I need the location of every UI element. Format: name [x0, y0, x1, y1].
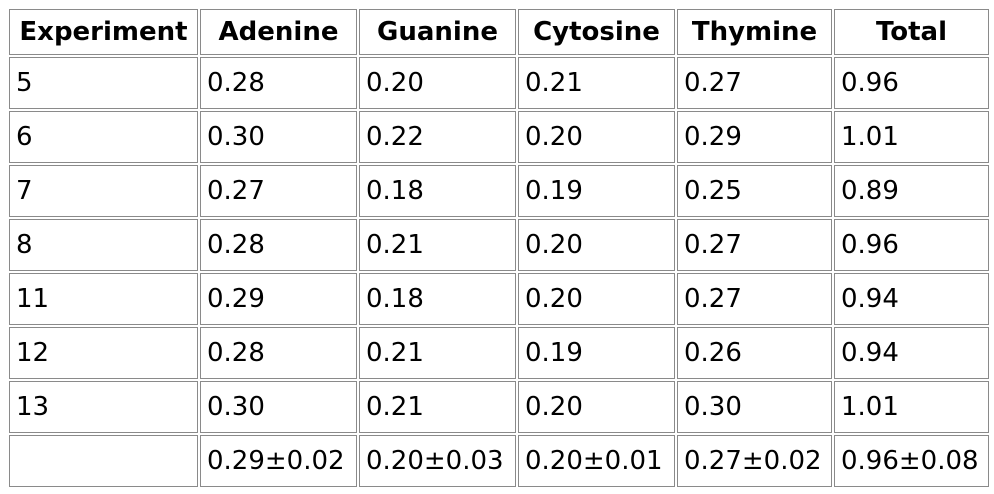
- table-cell: 0.25: [677, 165, 832, 217]
- column-header: Thymine: [677, 9, 832, 55]
- table-cell: 0.19: [518, 327, 675, 379]
- data-table: Experiment Adenine Guanine Cytosine Thymine T…: [7, 7, 991, 489]
- header-row: Experiment Adenine Guanine Cytosine Thymine T…: [9, 9, 989, 55]
- table-cell: 0.18: [359, 273, 516, 325]
- table-row: 5 0.28 0.20 0.21 0.27 0.96: [9, 57, 989, 109]
- summary-cell: 0.29±0.02: [200, 435, 357, 487]
- table-cell: 0.20: [359, 57, 516, 109]
- table-cell: 13: [9, 381, 198, 433]
- table-cell: 0.27: [677, 219, 832, 271]
- column-header: Total: [834, 9, 989, 55]
- table-cell: 0.30: [200, 111, 357, 163]
- table-header: Experiment Adenine Guanine Cytosine Thymine T…: [9, 9, 989, 55]
- summary-cell: 0.20±0.03: [359, 435, 516, 487]
- table-cell: 1.01: [834, 381, 989, 433]
- table-cell: 0.94: [834, 327, 989, 379]
- table-row: 11 0.29 0.18 0.20 0.27 0.94: [9, 273, 989, 325]
- table-cell: 0.94: [834, 273, 989, 325]
- table-row: 8 0.28 0.21 0.20 0.27 0.96: [9, 219, 989, 271]
- table-row: 6 0.30 0.22 0.20 0.29 1.01: [9, 111, 989, 163]
- table-body: 5 0.28 0.20 0.21 0.27 0.96 6 0.30 0.22 0.20 0.29 1.…: [9, 57, 989, 487]
- summary-cell: 0.27±0.02: [677, 435, 832, 487]
- column-header: Adenine: [200, 9, 357, 55]
- table-cell: 0.20: [518, 381, 675, 433]
- table-cell: 0.28: [200, 219, 357, 271]
- table-cell: 8: [9, 219, 198, 271]
- summary-row: 0.29±0.02 0.20±0.03 0.20±0.01 0.27±0.02 0.96…: [9, 435, 989, 487]
- table-cell: 5: [9, 57, 198, 109]
- table-cell: 0.29: [200, 273, 357, 325]
- table-cell: 0.30: [200, 381, 357, 433]
- table-row: 7 0.27 0.18 0.19 0.25 0.89: [9, 165, 989, 217]
- table-cell: 0.96: [834, 219, 989, 271]
- table-cell: 0.27: [677, 57, 832, 109]
- table-cell: 0.28: [200, 57, 357, 109]
- table-cell: 0.20: [518, 219, 675, 271]
- table-cell: 7: [9, 165, 198, 217]
- table-cell: 11: [9, 273, 198, 325]
- table-cell: 0.21: [359, 327, 516, 379]
- table-cell: 0.22: [359, 111, 516, 163]
- table-cell: 0.96: [834, 57, 989, 109]
- table-cell: 0.28: [200, 327, 357, 379]
- table-cell: 0.27: [677, 273, 832, 325]
- table-cell: 0.21: [518, 57, 675, 109]
- table-cell: 0.20: [518, 273, 675, 325]
- column-header: Guanine: [359, 9, 516, 55]
- table-cell: 0.21: [359, 219, 516, 271]
- column-header: Cytosine: [518, 9, 675, 55]
- table-row: 12 0.28 0.21 0.19 0.26 0.94: [9, 327, 989, 379]
- table-cell: 0.89: [834, 165, 989, 217]
- table-cell: 0.26: [677, 327, 832, 379]
- table-cell: 0.20: [518, 111, 675, 163]
- empty-cell: [9, 435, 198, 487]
- table-cell: 0.21: [359, 381, 516, 433]
- table-cell: 0.18: [359, 165, 516, 217]
- table-cell: 0.19: [518, 165, 675, 217]
- summary-cell: 0.20±0.01: [518, 435, 675, 487]
- table-cell: 1.01: [834, 111, 989, 163]
- table-cell: 0.29: [677, 111, 832, 163]
- summary-cell: 0.96±0.08: [834, 435, 989, 487]
- table-cell: 12: [9, 327, 198, 379]
- table-cell: 6: [9, 111, 198, 163]
- table-cell: 0.30: [677, 381, 832, 433]
- table-cell: 0.27: [200, 165, 357, 217]
- column-header: Experiment: [9, 9, 198, 55]
- table-row: 13 0.30 0.21 0.20 0.30 1.01: [9, 381, 989, 433]
